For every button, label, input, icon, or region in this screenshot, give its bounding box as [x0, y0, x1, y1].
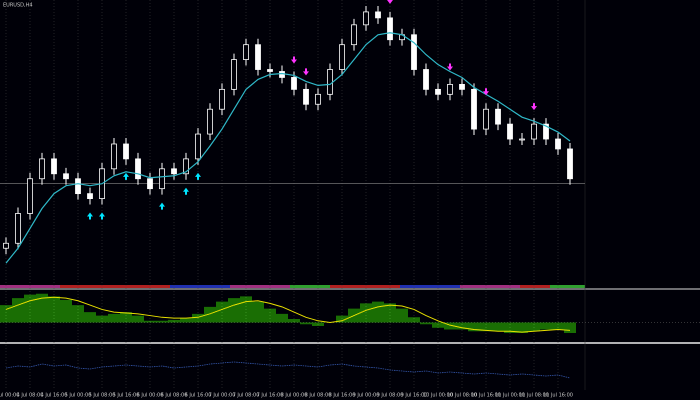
- x-tick-label: 11 Jul 00:00: [495, 393, 525, 399]
- x-tick-label: 10 Jul 08:00: [447, 393, 477, 399]
- candle-body: [291, 77, 297, 90]
- candle-body: [111, 143, 117, 170]
- candle-body: [267, 69, 273, 72]
- x-tick-label: 9 Jul 00:00: [353, 393, 380, 399]
- candle-body: [207, 108, 213, 135]
- candle-body: [543, 123, 549, 140]
- candle-body: [471, 88, 477, 130]
- chart-title: EURUSD,H4: [3, 3, 33, 9]
- candle-body: [75, 178, 81, 195]
- candle-body: [159, 168, 165, 190]
- sell-arrow: [303, 68, 309, 76]
- candle-body: [231, 59, 237, 90]
- candle-body: [183, 158, 189, 175]
- candle-body: [3, 242, 9, 249]
- x-tick-label: 7 Jul 00:00: [209, 393, 236, 399]
- signal-line: [5, 296, 571, 333]
- candle-body: [387, 17, 393, 41]
- moving-average: [5, 32, 571, 264]
- candle-body: [411, 34, 417, 70]
- x-tick-label: 10 Jul 00:00: [423, 393, 453, 399]
- candle-body: [135, 158, 141, 180]
- x-tick-label: 10 Jul 16:00: [471, 393, 501, 399]
- x-tick-label: 7 Jul 16:00: [257, 393, 284, 399]
- candle-body: [279, 71, 285, 78]
- x-tick-label: 5 Jul 00:00: [65, 393, 92, 399]
- x-tick-label: 8 Jul 16:00: [329, 393, 356, 399]
- x-tick-label: 6 Jul 08:00: [161, 393, 188, 399]
- x-tick-label: 5 Jul 16:00: [113, 393, 140, 399]
- candle-body: [243, 44, 249, 60]
- indicator-line: [5, 361, 571, 379]
- candle-body: [567, 148, 573, 180]
- candle-body: [171, 168, 177, 175]
- x-tick-label: 9 Jul 16:00: [401, 393, 428, 399]
- candle-body: [363, 11, 369, 26]
- x-tick-label: 6 Jul 00:00: [137, 393, 164, 399]
- candle-body: [555, 138, 561, 150]
- session-strip: [0, 285, 585, 288]
- x-tick-label: 4 Jul 08:00: [17, 393, 44, 399]
- candle-body: [327, 69, 333, 95]
- sell-arrow: [291, 56, 297, 64]
- candle-body: [87, 193, 93, 199]
- candle-body: [459, 84, 465, 90]
- sell-arrow: [531, 103, 537, 111]
- candle-body: [519, 138, 525, 141]
- candle-body: [507, 123, 513, 140]
- buy-arrow: [99, 212, 105, 220]
- sell-arrow: [483, 88, 489, 96]
- buy-arrow: [183, 187, 189, 195]
- x-tick-label: 7 Jul 08:00: [233, 393, 260, 399]
- buy-arrow: [159, 202, 165, 210]
- candle-body: [255, 44, 261, 70]
- candle-body: [123, 143, 129, 160]
- buy-arrow: [195, 172, 201, 180]
- candle-body: [351, 24, 357, 46]
- candle-body: [39, 158, 45, 180]
- candle-body: [447, 84, 453, 95]
- candle-body: [375, 11, 381, 19]
- candle-body: [147, 178, 153, 190]
- x-tick-label: 8 Jul 08:00: [305, 393, 332, 399]
- candle-body: [339, 44, 345, 70]
- buy-arrow: [123, 172, 129, 180]
- candle-body: [531, 123, 537, 140]
- x-tick-label: 9 Jul 08:00: [377, 393, 404, 399]
- candle-body: [63, 173, 69, 180]
- x-tick-label: 11 Jul 08:00: [519, 393, 549, 399]
- x-tick-label: 5 Jul 08:00: [89, 393, 116, 399]
- candle-body: [423, 69, 429, 90]
- candle-body: [483, 108, 489, 130]
- x-tick-label: 11 Jul 16:00: [543, 393, 573, 399]
- candle-body: [435, 88, 441, 95]
- candle-body: [27, 178, 33, 214]
- candle-body: [219, 88, 225, 110]
- candle-body: [15, 213, 21, 244]
- candle-body: [51, 158, 57, 175]
- candle-body: [315, 93, 321, 105]
- sell-arrow: [387, 0, 393, 4]
- x-tick-label: 4 Jul 16:00: [41, 393, 68, 399]
- x-tick-label: 8 Jul 00:00: [281, 393, 308, 399]
- x-tick-label: 4 Jul 00:00: [0, 393, 19, 399]
- x-tick-label: 6 Jul 16:00: [185, 393, 212, 399]
- sell-arrow: [447, 63, 453, 71]
- candle-body: [195, 133, 201, 160]
- candle-body: [495, 108, 501, 125]
- candle-body: [303, 88, 309, 105]
- buy-arrow: [87, 212, 93, 220]
